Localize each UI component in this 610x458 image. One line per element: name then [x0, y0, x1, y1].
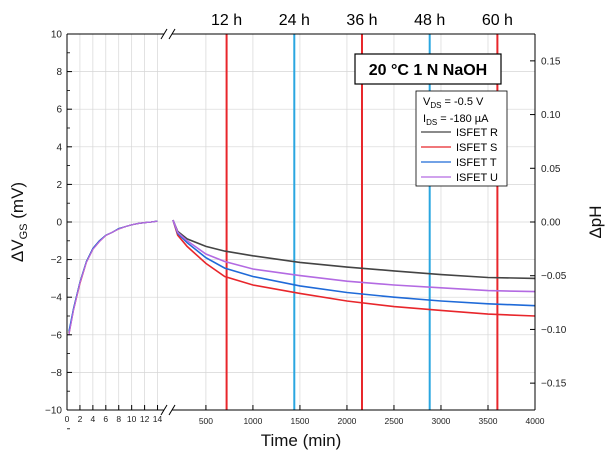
y-left-tick-label: −2 — [51, 255, 63, 266]
marker-label: 24 h — [279, 12, 310, 29]
x-tick-label: 8 — [116, 414, 121, 424]
y-left-tick-label: 0 — [56, 218, 62, 229]
y-left-tick-label: −6 — [51, 330, 63, 341]
param-vds: VDS = -0.5 V — [423, 96, 484, 110]
y-right-tick-label: 0.05 — [541, 164, 561, 175]
x-tick-label: 500 — [199, 416, 213, 426]
y-right-tick-label: −0.10 — [541, 325, 567, 336]
marker-label: 36 h — [346, 12, 377, 29]
series-line — [172, 219, 536, 317]
x-tick-label: 0 — [65, 414, 70, 424]
y-axis-left-label: ΔVGS (mV) — [8, 182, 30, 262]
y-right-tick-label: −0.15 — [541, 379, 567, 390]
legend-entries: ISFET R ISFET S ISFET T ISFET U — [421, 127, 498, 184]
x-tick-label: 6 — [103, 414, 108, 424]
y-left-tick-label: 4 — [56, 142, 62, 153]
y-left-tick-label: −4 — [51, 293, 63, 304]
series-line — [68, 220, 158, 335]
x-tick-label: 1000 — [243, 416, 262, 426]
series-layer — [68, 219, 536, 335]
condition-label: 20 °C 1 N NaOH — [369, 62, 487, 79]
y-right-tick-label: 0.10 — [541, 110, 561, 121]
axis-break-mark — [160, 28, 168, 40]
axis-break-mark — [160, 404, 168, 416]
legend: VDS = -0.5 V IDS = -180 µA ISFET RISFET … — [415, 90, 508, 187]
x-tick-label: 4 — [90, 414, 95, 424]
x-tick-label: 2000 — [337, 416, 356, 426]
param-ids: IDS = -180 µA — [423, 113, 489, 127]
x-tick-label: 14 — [153, 414, 163, 424]
x-tick-label: 3000 — [432, 416, 451, 426]
condition-label-box: 20 °C 1 N NaOH — [354, 53, 502, 85]
y-left-tick-label: 8 — [56, 67, 62, 78]
marker-label: 48 h — [414, 12, 445, 29]
legend-label: ISFET U — [456, 172, 498, 184]
x-tick-label: 2500 — [385, 416, 404, 426]
y-left-tick-label: 2 — [56, 180, 62, 191]
axis-break-mark — [168, 28, 176, 40]
legend-label: ISFET T — [456, 157, 497, 169]
series-line — [172, 219, 536, 307]
x-tick-label: 10 — [127, 414, 137, 424]
axis-break-gap — [164, 31, 172, 37]
legend-label: ISFET R — [456, 127, 498, 139]
y-left-tick-label: −8 — [51, 368, 63, 379]
axis-break-mark — [168, 404, 176, 416]
y-right-tick-label: −0.05 — [541, 271, 567, 282]
y-right-tick-label: 0.15 — [541, 56, 561, 67]
y-right-tick-label: 0.00 — [541, 218, 561, 229]
x-tick-label: 2 — [78, 414, 83, 424]
y-left-tick-label: 10 — [51, 30, 63, 41]
tick-layer: 1086420−2−4−6−8−100.150.100.050.00−0.05−… — [45, 30, 567, 430]
series-line — [172, 219, 536, 280]
marker-label: 60 h — [482, 12, 513, 29]
x-tick-label: 3500 — [479, 416, 498, 426]
x-tick-label: 1500 — [290, 416, 309, 426]
series-line — [172, 219, 536, 293]
marker-label: 12 h — [211, 12, 242, 29]
y-axis-right-label: ΔpH — [586, 205, 605, 238]
y-left-tick-label: −10 — [45, 406, 62, 417]
y-left-tick-label: 6 — [56, 105, 62, 116]
axis-break-gap — [164, 407, 172, 413]
x-axis-label: Time (min) — [261, 431, 342, 450]
legend-label: ISFET S — [456, 142, 497, 154]
x-tick-label: 12 — [140, 414, 150, 424]
x-tick-label: 4000 — [526, 416, 545, 426]
